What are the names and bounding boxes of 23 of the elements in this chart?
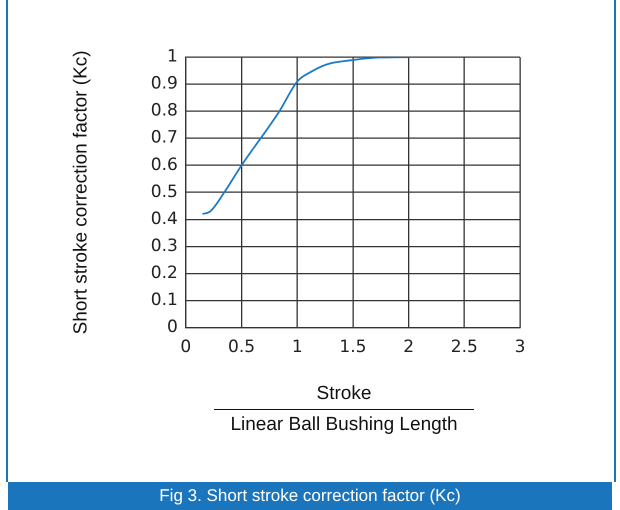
x-tick-label: 3: [514, 337, 526, 358]
y-tick-label: 0.1: [150, 290, 178, 310]
x-tick-label: 1: [292, 337, 303, 358]
y-tick-label: 0.9: [150, 74, 178, 94]
y-tick-label: 0.7: [150, 128, 178, 148]
y-tick-label: 0.8: [150, 100, 178, 121]
line-series: [202, 57, 410, 215]
x-tick-label: 2.5: [450, 337, 478, 358]
x-tick-label: 1.5: [339, 337, 366, 358]
y-tick-label: 0.5: [150, 182, 178, 202]
x-tick-label: 0: [180, 337, 192, 358]
y-tick-label: 1: [167, 46, 178, 67]
y-tick-label: 0: [167, 317, 178, 338]
text: Linear Ball Bushing Length: [229, 413, 459, 436]
y-axis-title: Short stroke correction factor (Kc): [70, 50, 92, 334]
y-tick-label: 0.2: [150, 262, 178, 283]
x-axis-title: Stroke: [214, 383, 474, 410]
y-tick-label: 0.3: [150, 236, 178, 256]
x-tick-label: 2: [403, 337, 414, 358]
x-tick-label: 0.5: [228, 337, 256, 358]
y-tick-label: 0.6: [150, 154, 178, 175]
y-tick-label: 0.4: [150, 208, 178, 229]
caption: Fig 3. Short stroke correction factor (Kc): [159, 486, 461, 505]
